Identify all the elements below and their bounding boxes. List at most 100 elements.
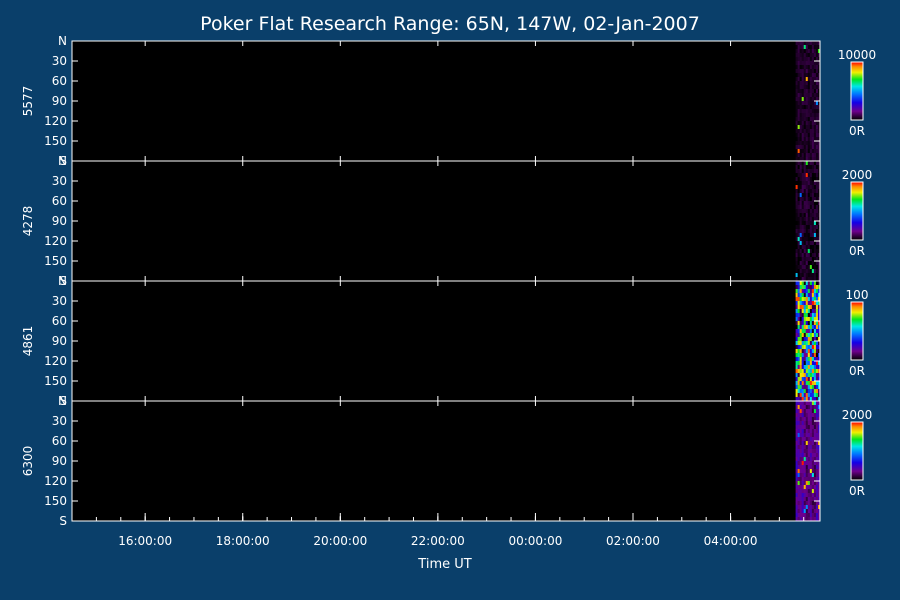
data-cell [799, 93, 802, 98]
data-cell [815, 205, 819, 210]
data-cell [813, 293, 817, 298]
data-cell [807, 181, 811, 186]
data-cell [805, 237, 809, 242]
data-cell [795, 413, 798, 418]
data-cell [813, 145, 817, 150]
data-cell [817, 53, 821, 58]
data-cell [815, 113, 819, 118]
data-cell [809, 441, 813, 446]
data-cell [815, 309, 819, 314]
data-cell [797, 493, 800, 498]
data-cell [799, 125, 802, 130]
data-cell [815, 457, 819, 462]
y-tick-label: S [59, 274, 67, 288]
y-tick-label: 150 [44, 254, 67, 268]
data-cell [805, 249, 809, 254]
data-cell [817, 309, 821, 314]
data-cell [797, 437, 800, 442]
data-cell [815, 305, 819, 310]
data-cell [805, 353, 809, 358]
data-cell [815, 369, 819, 374]
data-cell [795, 417, 798, 422]
data-cell [807, 489, 811, 494]
data-cell [805, 301, 809, 306]
data-cell [799, 509, 802, 514]
data-cell [809, 361, 813, 366]
data-cell [801, 81, 805, 86]
data-cell [817, 261, 821, 266]
data-cell [807, 449, 811, 454]
data-cell [807, 257, 811, 262]
data-cell [801, 65, 805, 70]
data-cell [803, 229, 807, 234]
data-cell [803, 429, 807, 434]
data-cell [797, 477, 800, 482]
data-cell [805, 153, 809, 158]
data-cell [801, 289, 805, 294]
data-cell [795, 305, 798, 310]
data-cell [803, 257, 807, 262]
data-cell [805, 349, 809, 354]
data-cell [797, 117, 800, 122]
data-cell [797, 145, 800, 150]
data-cell [801, 501, 805, 506]
data-cell [813, 105, 817, 110]
data-cell [797, 65, 800, 70]
data-cell [799, 505, 802, 510]
data-cell [815, 229, 819, 234]
data-cell [813, 505, 817, 510]
data-cell [809, 477, 813, 482]
data-cell [811, 389, 815, 394]
data-cell [817, 237, 821, 242]
data-cell [809, 413, 813, 418]
data-cell [801, 473, 805, 478]
data-cell [809, 325, 813, 330]
data-cell [803, 201, 807, 206]
data-cell [805, 85, 809, 90]
data-cell [817, 421, 821, 426]
data-cell [813, 409, 817, 414]
data-cell [809, 97, 813, 102]
data-cell [805, 141, 809, 146]
data-cell [803, 269, 807, 274]
data-cell [797, 305, 800, 310]
data-cell [811, 73, 815, 78]
data-cell [807, 313, 811, 318]
data-cell [807, 169, 811, 174]
data-cell [813, 445, 817, 450]
data-cell [795, 81, 798, 86]
y-tick-label: N [58, 154, 67, 168]
y-tick-label: 60 [52, 434, 67, 448]
data-cell [803, 165, 807, 170]
data-cell [797, 141, 800, 146]
data-cell [809, 385, 813, 390]
data-cell [809, 117, 813, 122]
data-cell [815, 49, 819, 54]
data-cell [799, 441, 802, 446]
data-cell [803, 509, 807, 514]
data-cell [815, 381, 819, 386]
data-cell [795, 377, 798, 382]
data-cell [805, 65, 809, 70]
data-cell [803, 253, 807, 258]
data-cell [795, 93, 798, 98]
data-cell [809, 77, 813, 82]
data-cell [801, 73, 805, 78]
data-cell [817, 353, 821, 358]
data-cell [811, 181, 815, 186]
data-cell [803, 389, 807, 394]
data-cell [815, 421, 819, 426]
data-cell [799, 41, 802, 46]
data-cell [801, 149, 805, 154]
data-cell [813, 381, 817, 386]
data-cell [801, 485, 805, 490]
data-cell [803, 325, 807, 330]
data-cell [801, 45, 805, 50]
data-cell [811, 305, 815, 310]
data-cell [795, 425, 798, 430]
data-cell [811, 289, 815, 294]
data-cell [795, 329, 798, 334]
data-cell [799, 289, 802, 294]
data-cell [817, 437, 821, 442]
data-cell [805, 493, 809, 498]
